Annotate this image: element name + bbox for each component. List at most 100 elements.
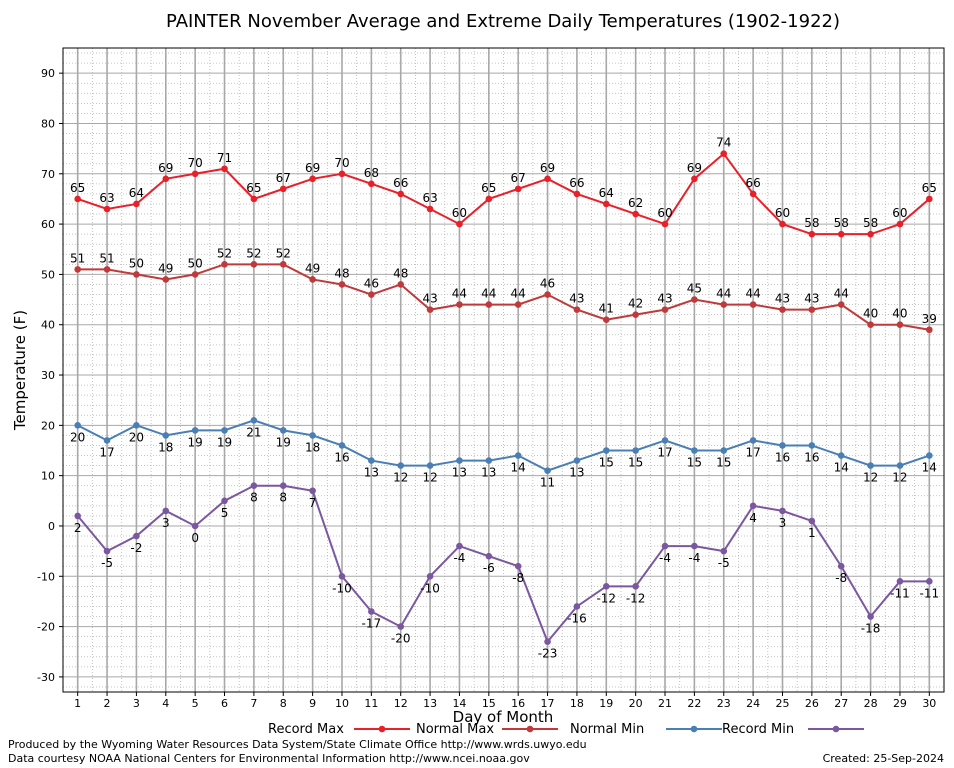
data-point [426, 306, 434, 313]
legend-swatch-marker [832, 725, 840, 733]
data-label: -20 [391, 632, 411, 646]
data-label: 52 [276, 246, 291, 260]
data-point [837, 452, 845, 459]
data-label: 65 [70, 181, 85, 195]
data-point [133, 200, 140, 208]
data-label: 58 [804, 216, 819, 230]
data-label: 64 [599, 186, 614, 200]
legend: Record Max Normal Max Normal Min Record Min [268, 722, 864, 737]
data-label: 45 [687, 282, 702, 296]
data-label: 39 [922, 312, 937, 326]
data-point [162, 507, 170, 515]
data-point [808, 306, 816, 313]
x-tick-label: 9 [309, 697, 316, 710]
data-point [250, 417, 258, 424]
data-label: 13 [481, 466, 496, 480]
data-label: 43 [775, 292, 790, 306]
data-point [632, 311, 639, 318]
data-point [808, 230, 816, 238]
y-tick-label: -30 [37, 671, 55, 684]
data-point [926, 452, 933, 459]
data-label: 51 [70, 251, 85, 265]
series-line-normal-min [77, 419, 930, 472]
data-label: 21 [246, 425, 261, 439]
data-label: 15 [628, 456, 643, 470]
legend-label: Record Min [722, 722, 794, 737]
y-tick-label: 70 [41, 168, 55, 181]
data-label: 69 [687, 161, 702, 175]
data-label: 52 [246, 246, 261, 260]
x-tick-label: 22 [687, 697, 701, 710]
data-point [749, 437, 757, 444]
data-label: 4 [749, 511, 757, 525]
x-tick-label: 25 [775, 697, 789, 710]
data-point [368, 291, 375, 298]
data-point [485, 195, 493, 203]
data-point [661, 220, 669, 228]
data-point [221, 497, 228, 505]
data-label: 46 [540, 277, 555, 291]
data-point [368, 180, 375, 188]
data-label: 19 [188, 435, 203, 449]
x-tick-label: 19 [599, 697, 613, 710]
data-point [514, 301, 522, 308]
data-point [837, 301, 845, 308]
created-date: Created: 25-Sep-2024 [822, 752, 944, 765]
data-point [309, 175, 316, 183]
chart-title: PAINTER November Average and Extreme Dai… [166, 11, 840, 32]
data-label: 60 [452, 206, 467, 220]
data-label: 69 [540, 161, 555, 175]
data-point [661, 542, 669, 550]
data-point [397, 462, 405, 469]
x-tick-label: 16 [511, 697, 525, 710]
data-point [485, 301, 493, 308]
data-label: 66 [393, 176, 408, 190]
x-tick-label: 13 [423, 697, 437, 710]
x-tick-label: 24 [746, 697, 760, 710]
x-tick-label: 21 [658, 697, 672, 710]
data-point [162, 432, 170, 439]
data-label: -8 [512, 571, 524, 585]
data-point [779, 306, 786, 313]
data-point [632, 583, 639, 590]
data-label: 67 [511, 171, 526, 185]
data-label: 16 [334, 450, 349, 464]
data-point [896, 462, 904, 469]
data-point [456, 457, 463, 464]
data-label: 62 [628, 196, 643, 210]
x-tick-label: 18 [570, 697, 584, 710]
data-point [426, 462, 434, 469]
data-label: -5 [718, 556, 730, 570]
data-point [397, 281, 405, 288]
data-label: 66 [569, 176, 584, 190]
data-label: 43 [804, 292, 819, 306]
data-point [720, 301, 728, 308]
data-label: -4 [659, 551, 671, 565]
x-tick-label: 7 [250, 697, 257, 710]
data-label: 42 [628, 297, 643, 311]
data-point [103, 547, 111, 555]
y-tick-label: 40 [41, 319, 55, 332]
data-label: 12 [393, 471, 408, 485]
data-point [691, 542, 698, 550]
data-point [514, 562, 522, 570]
x-tick-label: 23 [717, 697, 731, 710]
data-label: 13 [452, 466, 467, 480]
data-label: -10 [332, 581, 352, 595]
data-point [103, 205, 111, 213]
x-tick-label: 28 [864, 697, 878, 710]
x-tick-label: 15 [482, 697, 496, 710]
data-point [191, 170, 199, 178]
data-label: 44 [745, 287, 760, 301]
data-point [191, 271, 199, 278]
data-point [162, 276, 170, 283]
data-label: 43 [422, 292, 437, 306]
y-tick-label: 10 [41, 470, 55, 483]
data-label: 50 [129, 256, 144, 270]
data-point [867, 462, 874, 469]
data-label: 44 [716, 287, 731, 301]
data-label: -8 [835, 571, 847, 585]
data-label: -16 [567, 611, 587, 625]
data-label: 40 [863, 307, 878, 321]
